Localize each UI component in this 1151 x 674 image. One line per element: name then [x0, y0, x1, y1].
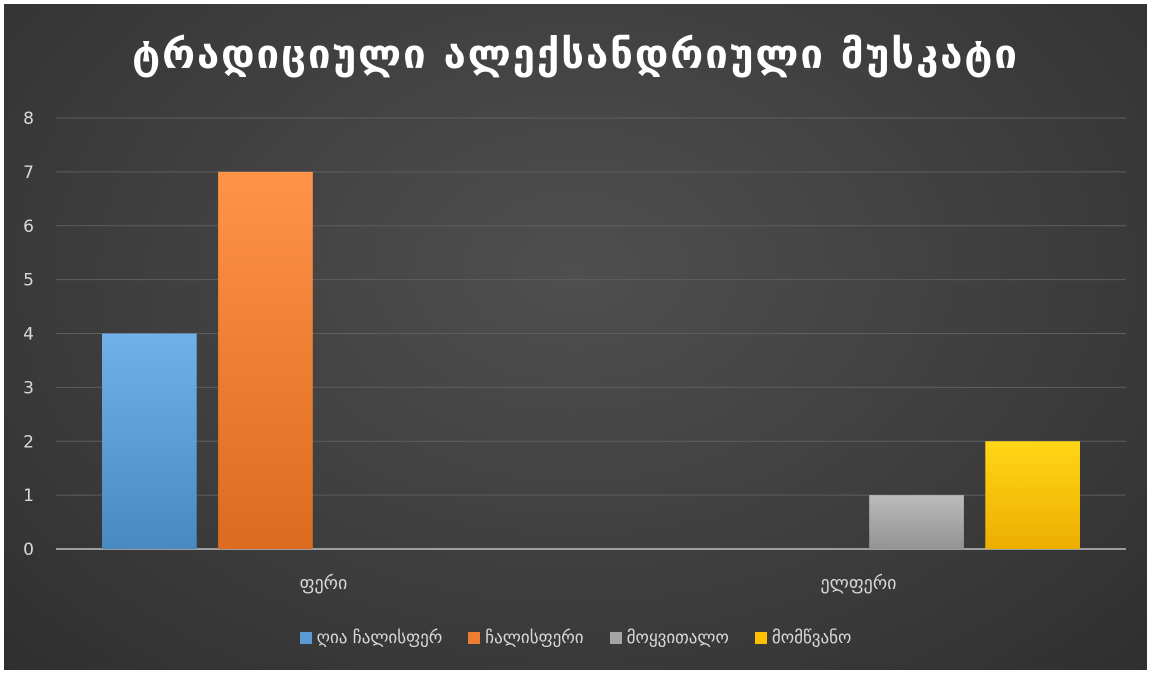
- legend-label: ღია ჩალისფერ: [316, 628, 443, 648]
- legend-swatch: [754, 632, 767, 644]
- y-tick-label: 6: [23, 217, 34, 237]
- chart-frame: ტრადიციული ალექსანდრიული მუსკატი 0 1 2 3 4 5 6…: [4, 4, 1147, 670]
- legend-item: მოყვითალო: [609, 628, 729, 648]
- y-tick-label: 8: [23, 109, 34, 129]
- chart-title: ტრადიციული ალექსანდრიული მუსკატი: [132, 32, 1019, 78]
- legend-label: მოყვითალო: [626, 628, 729, 648]
- legend-item: ჩალისფერი: [468, 628, 584, 648]
- legend-label: ჩალისფერი: [485, 628, 584, 648]
- y-tick-label: 5: [23, 271, 34, 291]
- plot-area: 0 1 2 3 4 5 6 7 8 ფერი ელფერი: [23, 109, 1126, 594]
- bar: [218, 171, 313, 549]
- legend-label: მომწვანო: [771, 628, 852, 648]
- legend-swatch: [609, 632, 622, 644]
- y-tick-label: 0: [23, 540, 34, 560]
- bar: [102, 333, 197, 549]
- x-tick-label: ფერი: [300, 573, 348, 594]
- legend-swatch: [299, 632, 312, 644]
- bar: [869, 495, 964, 549]
- bar: [985, 441, 1080, 549]
- y-tick-label: 3: [23, 378, 34, 398]
- legend: ღია ჩალისფერ ჩალისფერი მოყვითალო მომწვანო: [4, 628, 1147, 648]
- legend-item: ღია ჩალისფერ: [299, 628, 443, 648]
- y-tick-label: 7: [23, 163, 34, 183]
- y-tick-label: 1: [23, 486, 34, 506]
- x-tick-label: ელფერი: [821, 573, 897, 594]
- legend-swatch: [468, 632, 481, 644]
- y-tick-label: 4: [23, 325, 34, 345]
- y-tick-label: 2: [23, 432, 34, 452]
- legend-item: მომწვანო: [754, 628, 852, 648]
